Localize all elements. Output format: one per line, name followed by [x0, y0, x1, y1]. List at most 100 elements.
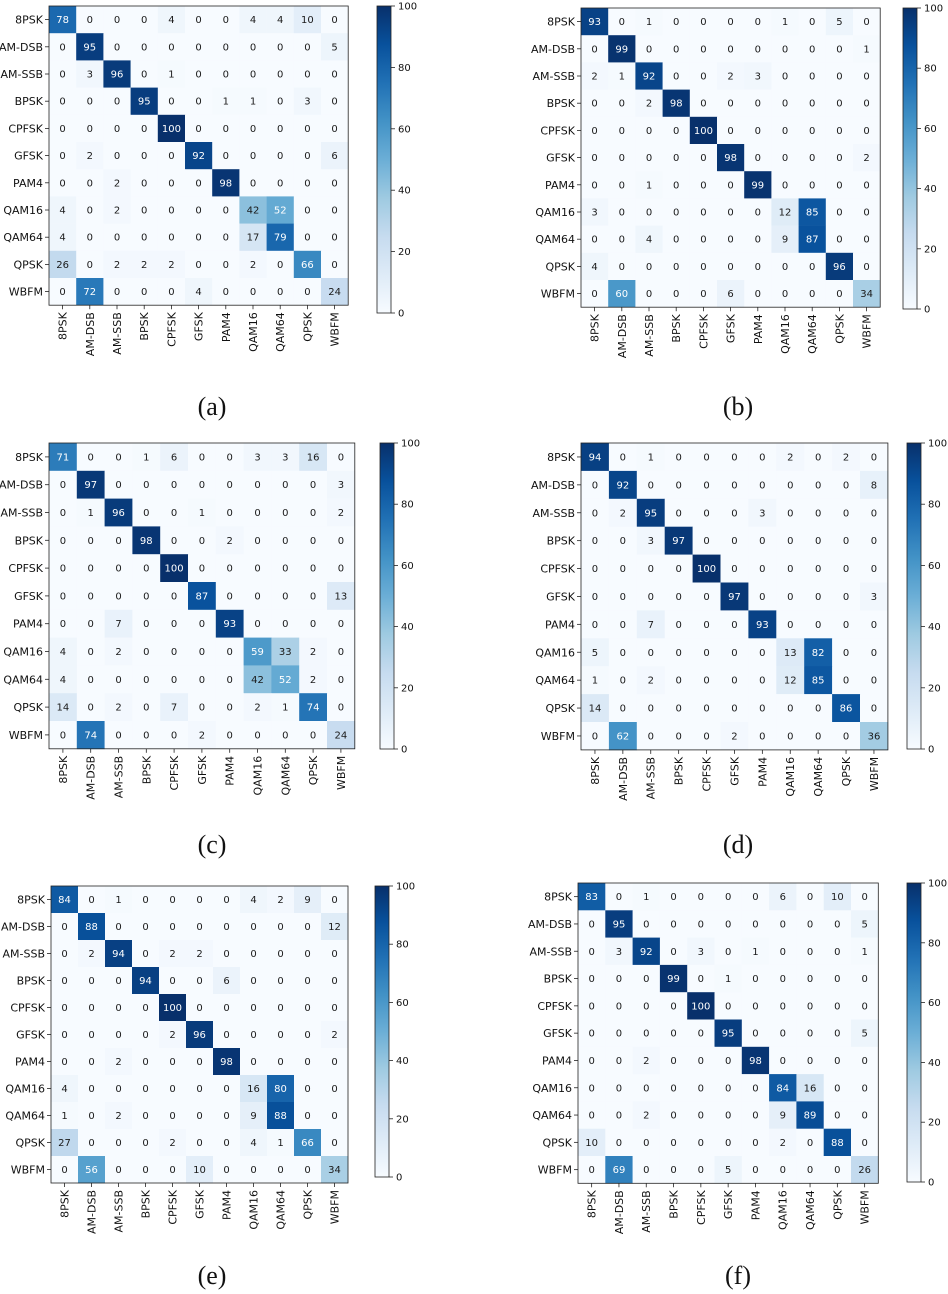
heatmap-cell [157, 196, 186, 224]
cell-value-label: 0 [725, 919, 731, 930]
y-tick-label: 8PSK [547, 451, 576, 464]
cell-value-label: 0 [700, 44, 706, 55]
x-tick-label: AM-DSB [86, 1190, 99, 1234]
cell-value-label: 0 [142, 1057, 148, 1068]
cell-value-label: 0 [310, 536, 316, 547]
cell-value-label: 26 [56, 260, 69, 271]
heatmap-cell [632, 1019, 661, 1048]
heatmap-cell [157, 250, 186, 279]
cell-value-label: 0 [143, 675, 149, 686]
heatmap-cell [240, 1129, 268, 1157]
heatmap-cell [741, 1128, 770, 1157]
heatmap-cell [851, 1128, 879, 1157]
cell-value-label: 0 [780, 1056, 786, 1067]
heatmap-cell [212, 196, 240, 224]
x-tick-label: BPSK [673, 756, 686, 785]
cell-value-label: 0 [673, 289, 679, 300]
heatmap-cell [769, 992, 797, 1020]
cell-value-label: 1 [782, 17, 788, 28]
y-tick-label: BPSK [544, 973, 573, 986]
cell-value-label: 0 [588, 1083, 594, 1094]
cell-value-label: 3 [254, 452, 260, 463]
cell-value-label: 0 [780, 947, 786, 958]
heatmap-cell [243, 582, 272, 611]
heatmap-cell [823, 937, 852, 966]
heatmap-cell [635, 89, 663, 118]
cell-value-label: 0 [141, 206, 147, 217]
cell-value-label: 0 [834, 1165, 840, 1176]
heatmap-cell [299, 637, 328, 666]
cell-value-label: 0 [807, 1001, 813, 1012]
x-tick-label: GFSK [728, 756, 741, 786]
heatmap-cell [215, 693, 244, 722]
cell-value-label: 0 [277, 1003, 283, 1014]
cell-value-label: 0 [223, 124, 229, 135]
cell-value-label: 0 [675, 480, 681, 491]
heatmap-cell [659, 1128, 688, 1157]
cell-value-label: 0 [643, 1083, 649, 1094]
cell-value-label: 0 [331, 206, 337, 217]
cell-value-label: 0 [871, 536, 877, 547]
heatmap-cell [720, 554, 749, 583]
cell-value-label: 9 [782, 235, 788, 246]
cell-value-label: 0 [277, 42, 283, 53]
cell-value-label: 0 [675, 704, 681, 715]
cell-value-label: 0 [331, 1111, 337, 1122]
cell-value-label: 0 [88, 1003, 94, 1014]
heatmap-cell [321, 223, 349, 252]
cell-value-label: 0 [863, 126, 869, 137]
cell-value-label: 0 [815, 592, 821, 603]
cell-value-label: 0 [620, 452, 626, 463]
cell-value-label: 0 [282, 508, 288, 519]
cell-value-label: 0 [782, 289, 788, 300]
heatmap-cell [796, 1046, 824, 1075]
cell-value-label: 0 [223, 260, 229, 271]
cell-value-label: 0 [731, 648, 737, 659]
cell-value-label: 0 [59, 287, 65, 298]
cell-value-label: 0 [809, 17, 815, 28]
cell-value-label: 85 [812, 676, 825, 687]
cell-value-label: 0 [304, 1165, 310, 1176]
heatmap-cell [299, 665, 328, 694]
heatmap-cell [860, 498, 889, 527]
heatmap-cell [239, 60, 267, 88]
heatmap-cell [796, 910, 824, 938]
heatmap-cell [239, 6, 267, 34]
heatmap-cell [299, 582, 328, 611]
heatmap-cell [776, 470, 805, 500]
x-tick-label: QAM64 [806, 314, 819, 354]
heatmap-cell [78, 967, 106, 995]
cell-value-label: 0 [223, 1084, 229, 1095]
heatmap-cell [299, 470, 328, 499]
heatmap-cell [78, 1048, 106, 1076]
heatmap-cell [76, 6, 104, 34]
heatmap-cell [769, 937, 797, 966]
heatmap-cell [796, 937, 824, 966]
y-tick-label: AM-DSB [531, 43, 575, 56]
cell-value-label: 2 [168, 260, 174, 271]
cell-value-label: 0 [807, 1056, 813, 1067]
heatmap-cell [851, 1019, 879, 1048]
cell-value-label: 1 [725, 974, 731, 985]
heatmap-cell [103, 250, 131, 279]
cell-value-label: 0 [727, 99, 733, 110]
heatmap-cell [581, 35, 609, 63]
x-tick-label: WBFM [868, 757, 881, 791]
heatmap-cell [659, 1046, 688, 1075]
cell-value-label: 0 [670, 1165, 676, 1176]
cell-value-label: 0 [141, 124, 147, 135]
cell-value-label: 0 [171, 675, 177, 686]
cell-value-label: 0 [61, 1165, 67, 1176]
heatmap-cell [776, 582, 805, 611]
cell-value-label: 0 [223, 42, 229, 53]
cell-value-label: 6 [171, 452, 177, 463]
cell-value-label: 0 [114, 287, 120, 298]
heatmap-cell [266, 142, 295, 170]
heatmap-cell [689, 89, 718, 118]
cell-value-label: 0 [592, 731, 598, 742]
heatmap-cell [185, 6, 213, 34]
heatmap-cell [130, 169, 159, 197]
cell-value-label: 0 [310, 730, 316, 741]
x-tick-label: QAM16 [779, 314, 792, 354]
cell-value-label: 6 [223, 976, 229, 987]
